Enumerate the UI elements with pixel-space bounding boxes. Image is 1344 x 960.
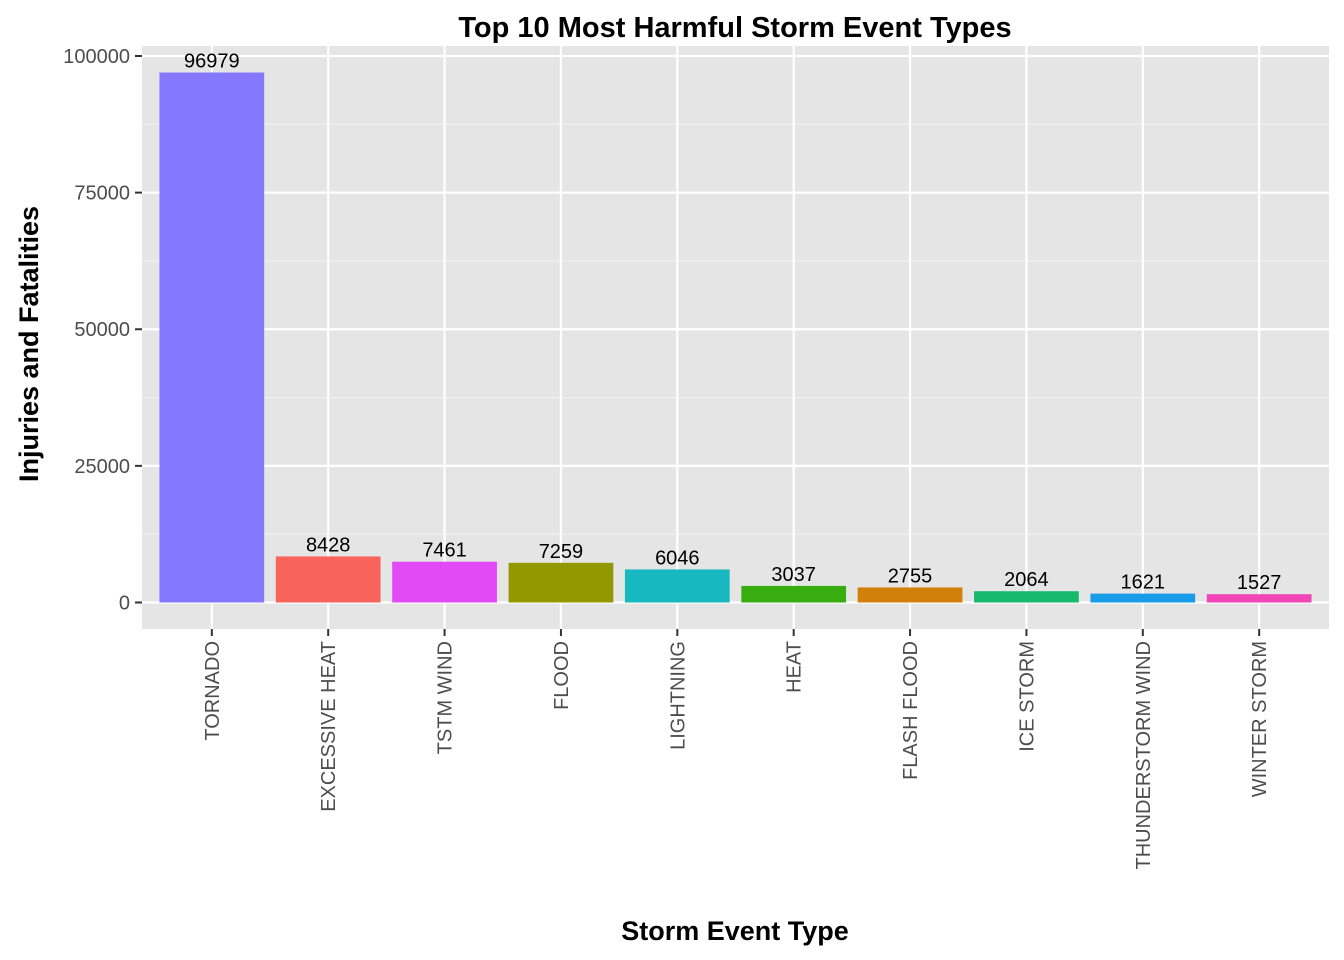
bar	[857, 587, 963, 603]
x-tick-label: HEAT	[784, 641, 806, 693]
bar	[392, 561, 497, 603]
y-axis: 0 25000 50000 75000 100000	[63, 46, 142, 614]
y-tick-label: 0	[119, 592, 130, 614]
x-tick-label: LIGHTNING	[667, 641, 689, 750]
x-axis: TORNADO EXCESSIVE HEAT TSTM WIND FLOOD LIGHT…	[202, 629, 1271, 870]
data-label: 6046	[655, 547, 700, 569]
data-labels: 96979 8428 7461 7259 6046 3037 2755 2064 1621 152…	[184, 51, 1281, 595]
bar	[159, 72, 265, 603]
x-tick-label: THUNDERSTORM WIND	[1133, 641, 1155, 870]
y-tick-label: 100000	[63, 46, 130, 68]
y-axis-title: Injuries and Fatalities	[14, 206, 44, 482]
data-label: 7259	[539, 541, 584, 563]
data-label: 7461	[422, 540, 467, 562]
bar	[1206, 594, 1312, 603]
data-label: 1621	[1121, 572, 1166, 594]
x-axis-title: Storm Event Type	[621, 916, 849, 946]
bar	[974, 591, 1079, 603]
bar	[741, 585, 847, 603]
chart-title: Top 10 Most Harmful Storm Event Types	[458, 12, 1011, 44]
bar	[624, 569, 730, 603]
plot-panel	[142, 46, 1329, 629]
x-tick-label: FLOOD	[551, 641, 573, 710]
y-tick-label: 25000	[74, 456, 130, 478]
x-tick-label: TORNADO	[202, 641, 224, 741]
x-tick-label: WINTER STORM	[1249, 641, 1271, 797]
data-label: 8428	[306, 534, 351, 556]
minor-gridlines	[142, 123, 1329, 535]
data-label: 3037	[771, 564, 816, 586]
x-tick-label: FLASH FLOOD	[900, 641, 922, 780]
data-label: 2755	[888, 565, 933, 587]
data-label: 2064	[1004, 569, 1049, 591]
y-tick-label: 50000	[74, 319, 130, 341]
x-tick-label: ICE STORM	[1016, 641, 1038, 752]
data-label: 96979	[184, 51, 240, 73]
bar	[275, 556, 381, 603]
bar	[508, 562, 614, 603]
bar	[1090, 593, 1196, 603]
x-tick-label: EXCESSIVE HEAT	[318, 641, 340, 812]
x-tick-label: TSTM WIND	[435, 641, 457, 754]
y-tick-label: 75000	[74, 183, 130, 205]
data-label: 1527	[1237, 572, 1282, 594]
bars	[159, 72, 1312, 603]
